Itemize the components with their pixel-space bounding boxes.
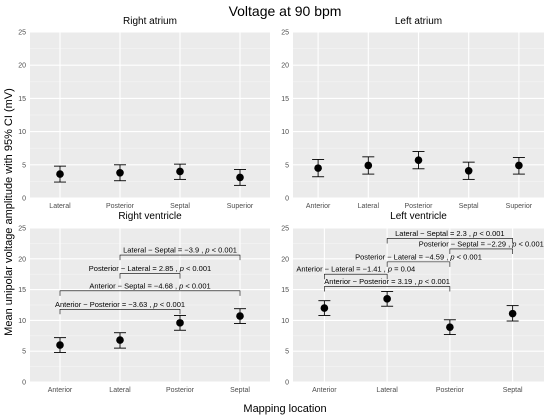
data-point <box>364 161 373 170</box>
data-point <box>116 168 124 177</box>
significance-label: Lateral − Septal = 2.3 , p < 0.001 <box>395 229 504 238</box>
data-point <box>446 323 454 331</box>
significance-label: Posterior − Lateral = 2.85 , p < 0.001 <box>89 264 211 273</box>
data-point <box>56 170 64 178</box>
significance-label: Lateral − Septal = −3.9 , p < 0.001 <box>123 246 237 255</box>
x-axis-title: Mapping location <box>243 403 326 415</box>
panel-right-atrium: Right atrium 0 5 10 15 20 25 Lateral Posterior Se… <box>18 16 270 210</box>
x-tick-label: Septal <box>503 387 523 394</box>
data-point <box>236 312 244 320</box>
y-tick-label: 20 <box>281 256 289 263</box>
y-tick-label: 25 <box>18 226 26 233</box>
panel-right-ventricle: Right ventricle 0 5 10 15 20 25 Anterior Lateral… <box>18 211 270 394</box>
x-tick-label: Anterior <box>48 387 73 394</box>
panels-group: Right atrium 0 5 10 15 20 25 Lateral Posterior Se… <box>18 16 544 394</box>
y-tick-label: 15 <box>281 287 289 294</box>
x-tick-label: Septal <box>230 387 250 394</box>
x-tick-label: Lateral <box>49 203 71 210</box>
panel-left-atrium: Left atrium 0 5 10 15 20 25 Anterior Lateral Post… <box>281 16 544 210</box>
y-tick-label: 15 <box>18 287 26 294</box>
y-tick-label: 15 <box>281 96 289 103</box>
significance-label: Anterior − Posterior = −3.63 , p < 0.001 <box>55 300 185 309</box>
x-tick-label: Anterior <box>312 387 337 394</box>
y-tick-label: 20 <box>18 63 26 70</box>
significance-label: Anterior − Lateral = −1.41 , p = 0.04 <box>296 265 415 274</box>
y-tick-label: 15 <box>18 96 26 103</box>
x-tick-label: Posterior <box>436 387 465 394</box>
data-point <box>116 336 124 344</box>
y-tick-label: 0 <box>22 380 26 387</box>
y-tick-label: 0 <box>285 380 289 387</box>
y-tick-label: 10 <box>281 318 289 325</box>
y-tick-label: 0 <box>285 196 289 203</box>
significance-label: Anterior − Posterior = 3.19 , p < 0.001 <box>324 277 450 286</box>
x-tick-label: Septal <box>170 203 190 210</box>
significance-bracket <box>59 290 241 296</box>
y-tick-label: 20 <box>18 256 26 263</box>
x-tick-label: Anterior <box>306 203 331 210</box>
data-point <box>56 341 64 349</box>
y-tick-label: 10 <box>281 129 289 136</box>
x-tick-label: Superior <box>506 203 533 210</box>
significance-bracket <box>119 254 241 261</box>
data-point <box>515 161 523 170</box>
figure-title: Voltage at 90 bpm <box>229 3 342 19</box>
x-tick-label: Septal <box>459 203 479 210</box>
significance-label: Anterior − Septal = −4.68 , p < 0.001 <box>89 281 210 290</box>
data-point <box>314 164 322 172</box>
significance-bracket <box>386 238 513 244</box>
data-point <box>176 167 184 176</box>
panel-left-ventricle: Left ventricle 0 5 10 15 20 25 Anterior Lateral P… <box>281 211 544 394</box>
x-tick-label: Superior <box>227 203 254 210</box>
panel-title: Left ventricle <box>390 211 447 222</box>
significance-bracket <box>324 273 388 280</box>
y-tick-label: 25 <box>18 30 26 37</box>
y-tick-label: 10 <box>18 129 26 136</box>
y-tick-label: 25 <box>281 30 289 37</box>
significance-bracket <box>119 273 181 279</box>
significance-bracket <box>324 286 451 292</box>
y-tick-label: 5 <box>285 349 289 356</box>
x-tick-label: Lateral <box>109 387 131 394</box>
significance-bracket <box>449 248 513 254</box>
y-axis-title: Mean unipolar voltage amplitude with 95%… <box>3 88 15 336</box>
y-tick-label: 10 <box>18 318 26 325</box>
significance-bracket <box>386 261 451 267</box>
x-tick-label: Lateral <box>376 387 398 394</box>
y-tick-label: 0 <box>22 196 26 203</box>
x-tick-label: Posterior <box>166 387 195 394</box>
y-tick-label: 5 <box>22 162 26 169</box>
y-tick-label: 25 <box>281 226 289 233</box>
x-tick-label: Posterior <box>106 203 135 210</box>
data-point <box>176 319 184 327</box>
x-tick-label: Lateral <box>358 203 380 210</box>
y-tick-label: 5 <box>285 162 289 169</box>
data-point <box>464 166 473 175</box>
data-point <box>320 304 329 312</box>
x-tick-label: Posterior <box>404 203 433 210</box>
data-point <box>414 156 423 164</box>
panel-title: Left atrium <box>395 16 442 27</box>
data-point <box>508 309 517 318</box>
panel-title: Right atrium <box>123 16 177 27</box>
significance-label: Posterior − Septal = −2.29 , p < 0.001 <box>419 239 544 248</box>
significance-bracket <box>59 309 181 315</box>
data-point <box>383 295 391 303</box>
panel-title: Right ventricle <box>118 211 182 222</box>
data-point <box>236 173 244 182</box>
significance-label: Posterior − Lateral = −4.59 , p < 0.001 <box>355 252 482 261</box>
y-tick-label: 5 <box>22 349 26 356</box>
y-tick-label: 20 <box>281 63 289 70</box>
